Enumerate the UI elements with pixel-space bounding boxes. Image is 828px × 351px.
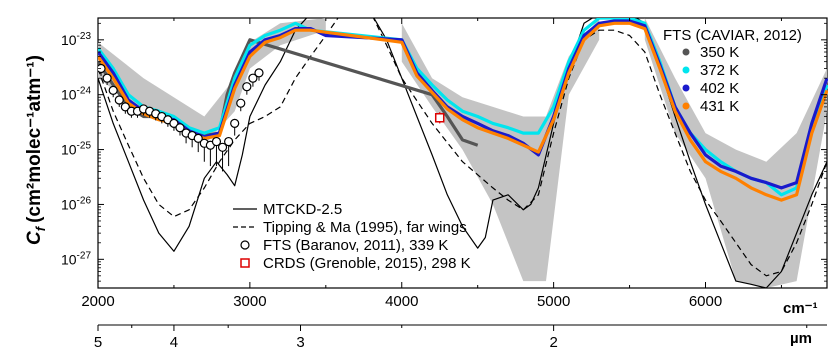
x-tick-label: 5000 bbox=[537, 293, 570, 310]
baranov-point bbox=[102, 73, 112, 83]
secondary-x-axis: 5 4 3 2 bbox=[94, 324, 827, 351]
legend-fts-label-1: 350 K bbox=[700, 44, 739, 61]
baranov-point bbox=[193, 133, 203, 143]
legend-fts-title: FTS (CAVIAR, 2012) bbox=[663, 27, 802, 44]
legend-model-label-1: MTCKD-2.5 bbox=[263, 201, 342, 218]
baranov-point bbox=[98, 63, 106, 74]
legend-fts-marker-1 bbox=[682, 48, 690, 56]
baranov-point bbox=[217, 142, 228, 152]
baranov-point bbox=[236, 98, 246, 108]
y-tick-label: 10-27 bbox=[61, 250, 91, 267]
series-line-5 bbox=[98, 19, 828, 190]
y-tick-label: 10-24 bbox=[61, 86, 91, 103]
y-tick-label: 10-25 bbox=[61, 141, 91, 158]
series-line-1 bbox=[98, 18, 828, 288]
x-tick-label: 6000 bbox=[689, 293, 722, 310]
x-tick-label: 4000 bbox=[385, 293, 418, 310]
x2-tick-label: 3 bbox=[296, 334, 304, 351]
legend-fts-label-2: 372 K bbox=[700, 62, 739, 79]
baranov-point bbox=[230, 118, 240, 128]
baranov-point bbox=[224, 136, 234, 147]
series-line-2 bbox=[98, 18, 828, 277]
x2-tick-label: 5 bbox=[94, 334, 102, 351]
series-line-4 bbox=[98, 18, 828, 197]
baranov-point bbox=[114, 95, 124, 105]
band-region-3 bbox=[644, 18, 827, 288]
band-region-2 bbox=[401, 18, 600, 282]
legend-model-label-4: CRDS (Grenoble, 2015), 298 K bbox=[263, 255, 471, 272]
baranov-point bbox=[175, 123, 185, 133]
legend-model-label-2: Tipping & Ma (1995), far wings bbox=[263, 219, 467, 236]
series-line-6 bbox=[98, 21, 828, 202]
legend-fts-marker-3 bbox=[682, 84, 690, 92]
measurement-markers bbox=[98, 63, 445, 172]
y-tick-label: 10-23 bbox=[61, 31, 91, 48]
legend-fts-marker-4 bbox=[682, 102, 690, 110]
baranov-point bbox=[254, 68, 264, 78]
y-axis-label: Cf(cm²molec⁻¹atm⁻¹) bbox=[24, 55, 48, 245]
legend-model-marker-4 bbox=[240, 258, 250, 268]
x-tick-label: 2000 bbox=[81, 293, 114, 310]
legend-model-label-3: FTS (Baranov, 2011), 339 K bbox=[263, 237, 448, 254]
x-tick-label: 3000 bbox=[233, 293, 266, 310]
baranov-point bbox=[108, 85, 118, 95]
baranov-point bbox=[211, 136, 222, 147]
baranov-point bbox=[248, 73, 258, 83]
x-axis: 2000 3000 4000 5000 6000 bbox=[81, 18, 782, 310]
baranov-point bbox=[169, 118, 179, 128]
legend-fts-marker-2 bbox=[682, 66, 690, 74]
legend-model-marker-3 bbox=[240, 240, 250, 250]
legend-fts-label-4: 431 K bbox=[700, 98, 739, 115]
baranov-point bbox=[242, 82, 252, 92]
x2-tick-label: 2 bbox=[549, 334, 557, 351]
legend-fts-label-3: 402 K bbox=[700, 80, 739, 97]
x2-tick-label: 4 bbox=[170, 334, 178, 351]
x-axis-unit: cm⁻¹ bbox=[783, 300, 818, 317]
baranov-point bbox=[120, 102, 130, 112]
y-tick-label: 10-26 bbox=[61, 195, 91, 212]
y-axis: 10-23 10-24 10-25 10-26 10-27 bbox=[61, 22, 827, 289]
plot-frame bbox=[97, 17, 828, 289]
crds-point bbox=[434, 113, 445, 123]
x2-axis-unit: µm bbox=[790, 330, 812, 347]
